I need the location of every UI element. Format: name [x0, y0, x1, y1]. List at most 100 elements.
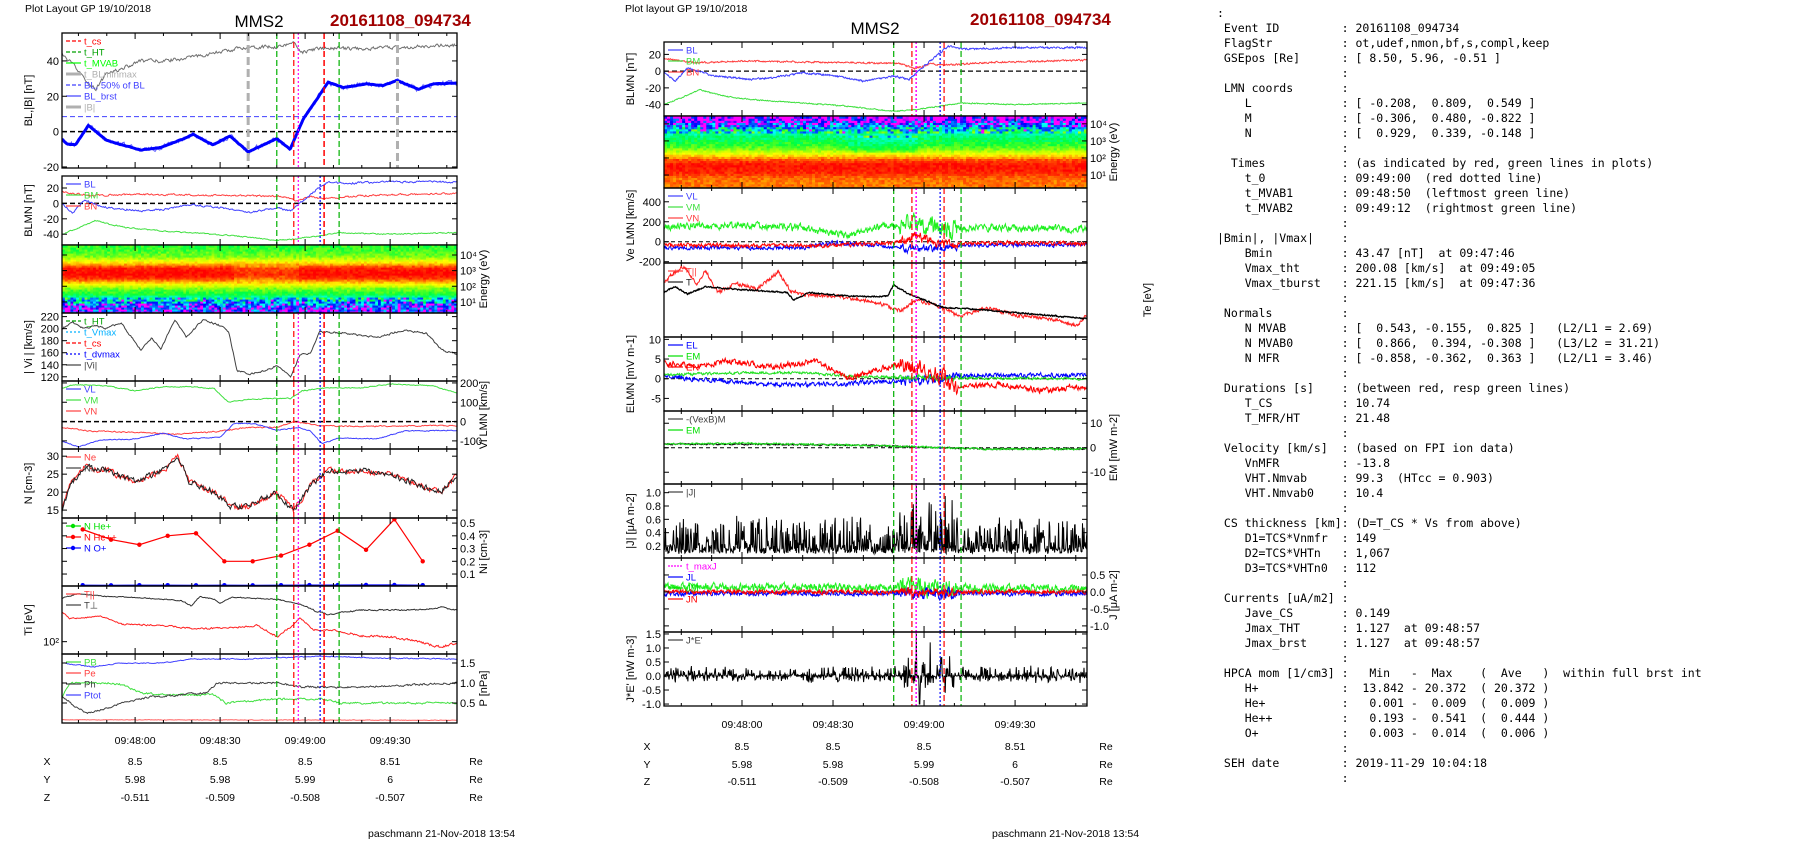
spectrogram-cell [372, 287, 376, 290]
spectrogram-cell [265, 267, 269, 270]
spectrogram-cell [121, 249, 125, 252]
spectrogram-cell [84, 305, 88, 308]
spectrogram-cell [394, 297, 399, 300]
spectrogram-cell [397, 311, 402, 313]
spectrogram-cell [352, 273, 357, 276]
spectrogram-cell [211, 263, 215, 266]
spectrogram-cell [414, 309, 419, 312]
spectrogram-cell [276, 291, 280, 294]
spectrogram-cell [321, 283, 325, 286]
spectrogram-cell [251, 249, 255, 252]
spectrogram-cell [76, 263, 80, 266]
spectrogram-cell [98, 307, 103, 310]
spectrogram-cell [124, 281, 128, 284]
spectrogram-cell [236, 267, 241, 270]
spectrogram-cell [183, 251, 187, 254]
spectrogram-cell [93, 271, 97, 274]
spectrogram-cell [406, 273, 410, 276]
spectrogram-cell [327, 275, 331, 278]
spectrogram-cell [231, 265, 235, 268]
spectrogram-cell [290, 263, 294, 266]
spectrogram-cell [270, 307, 275, 310]
spectrogram-cell [386, 263, 390, 266]
spectrogram-cell [197, 305, 201, 308]
spectrogram-cell [169, 283, 173, 286]
spectrogram-cell [265, 291, 269, 294]
spectrogram-cell [129, 257, 134, 260]
spectrogram-cell [389, 295, 393, 298]
spectrogram-cell [420, 249, 424, 252]
spectrogram-cell [73, 285, 77, 288]
spectrogram-cell [307, 303, 311, 306]
spectrogram-cell [197, 245, 201, 248]
spectrogram-cell [327, 245, 331, 248]
spectrogram-cell [138, 305, 142, 308]
spectrogram-cell [332, 289, 337, 292]
spectrogram-cell [445, 277, 450, 280]
spectrogram-cell [205, 301, 210, 304]
spectrogram-cell [95, 269, 100, 272]
spectrogram-cell [301, 305, 306, 308]
spectrogram-cell [141, 287, 145, 290]
spectrogram-cell [386, 275, 390, 278]
spectrogram-cell [437, 291, 441, 294]
spectrogram-cell [70, 249, 74, 252]
spectrogram-cell [375, 253, 379, 256]
spectrogram-cell [220, 309, 224, 312]
spectrogram-cell [177, 277, 182, 280]
spectrogram-cell [67, 291, 72, 294]
spectrogram-cell [383, 299, 388, 302]
spectrogram-cell [335, 267, 340, 270]
spectrogram-cell [67, 285, 72, 288]
spectrogram-cell [135, 309, 139, 312]
spectrogram-cell [109, 285, 114, 288]
spectrogram-cell [428, 285, 433, 288]
spectrogram-cell [132, 299, 136, 302]
spectrogram-cell [81, 245, 86, 248]
spectrogram-cell [321, 297, 325, 300]
spectrogram-cell [349, 271, 354, 274]
spectrogram-cell [265, 285, 269, 288]
spectrogram-cell [307, 305, 311, 308]
spectrogram-cell [78, 251, 83, 254]
spectrogram-cell [346, 285, 351, 288]
spectrogram-cell [434, 311, 438, 313]
spectrogram-cell [214, 297, 218, 300]
spectrogram-cell [191, 277, 196, 280]
spectrogram-cell [188, 255, 193, 258]
spectrogram-cell [163, 309, 167, 312]
spectrogram-cell [200, 311, 204, 313]
spectrogram-cell [208, 267, 213, 270]
spectrogram-cell [361, 297, 365, 300]
spectrogram-cell [186, 297, 190, 300]
spectrogram-cell [341, 307, 345, 310]
spectrogram-cell [146, 287, 151, 290]
spectrogram-cell [409, 255, 413, 258]
spectrogram-cell [290, 245, 294, 248]
spectrogram-cell [321, 309, 325, 312]
spectrogram-cell [203, 281, 207, 284]
spectrogram-cell [352, 275, 357, 278]
spectrogram-cell [90, 259, 94, 262]
spectrogram-cell [310, 259, 314, 262]
spectrogram-cell [76, 249, 80, 252]
spectrogram-cell [442, 289, 447, 292]
spectrogram-cell [299, 273, 303, 276]
spectrogram-cell [93, 245, 97, 248]
spectrogram-cell [341, 251, 345, 254]
spectrogram-cell [358, 255, 362, 258]
spectrogram-cell [152, 261, 156, 264]
spectrogram-cell [313, 245, 317, 248]
spectrogram-cell [90, 255, 94, 258]
spectrogram-cell [380, 257, 385, 260]
spectrogram-cell [217, 251, 221, 254]
spectrogram-cell [335, 281, 340, 284]
spectrogram-cell [296, 259, 300, 262]
spectrogram-cell [335, 307, 340, 310]
spectrogram-cell [141, 253, 145, 256]
spectrogram-cell [358, 311, 362, 313]
spectrogram-cell [205, 281, 210, 284]
spectrogram-cell [160, 257, 165, 260]
spectrogram-cell [358, 261, 362, 264]
spectrogram-cell [420, 251, 424, 254]
